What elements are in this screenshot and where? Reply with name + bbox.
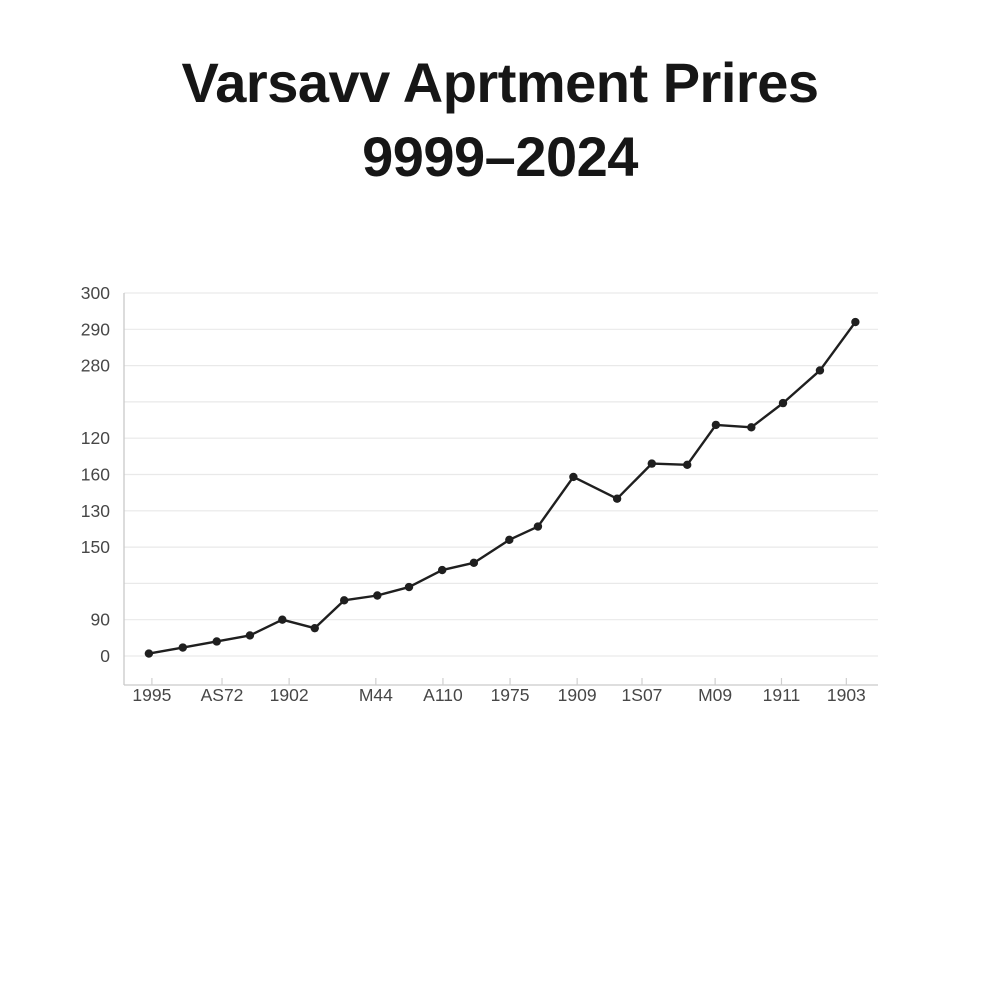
x-tick-label: 1975	[491, 685, 530, 705]
chart-title-line1: Varsavv Aprtment Prires	[181, 51, 819, 114]
y-tick-label: 90	[91, 610, 111, 630]
data-point	[747, 423, 756, 432]
y-tick-label: 280	[81, 356, 110, 376]
chart-title-line2: 9999–2024	[362, 125, 638, 188]
data-point	[533, 522, 543, 531]
x-tick-label: 1902	[270, 685, 309, 705]
data-point	[437, 565, 447, 575]
y-tick-label: 120	[81, 428, 110, 448]
x-tick-label: 1S07	[622, 685, 663, 705]
x-tick-label: 1995	[132, 685, 171, 705]
data-point	[373, 591, 382, 600]
y-tick-label: 150	[81, 537, 110, 557]
data-point	[178, 643, 188, 652]
data-point	[310, 623, 319, 633]
data-point	[404, 582, 414, 592]
data-point	[569, 472, 578, 482]
data-point	[245, 631, 255, 640]
apartment-price-line	[147, 320, 857, 655]
data-point	[144, 649, 154, 658]
data-point	[815, 366, 825, 375]
data-point	[212, 637, 221, 646]
x-tick-label: A110	[423, 685, 463, 705]
data-point	[683, 460, 692, 470]
data-point	[278, 615, 287, 624]
y-tick-label: 0	[100, 646, 110, 666]
chart-title: Varsavv Aprtment Prires 9999–2024	[0, 46, 1000, 194]
x-tick-label: M44	[359, 685, 393, 705]
x-tick-label: 1903	[827, 685, 866, 705]
data-point	[851, 317, 860, 327]
x-tick-label: 1911	[763, 685, 801, 705]
x-tick-label: 1909	[558, 685, 597, 705]
data-point	[711, 420, 721, 430]
y-tick-label: 300	[81, 283, 110, 303]
x-tick-label: AS72	[201, 685, 244, 705]
data-point	[469, 558, 479, 568]
data-point	[778, 398, 788, 408]
data-point	[647, 459, 656, 468]
y-tick-label: 130	[81, 501, 110, 521]
data-point	[339, 596, 349, 605]
y-tick-label: 290	[81, 319, 110, 339]
data-point	[612, 494, 622, 503]
y-tick-label: 160	[81, 465, 110, 485]
x-tick-label: M09	[698, 685, 732, 705]
data-point	[505, 535, 514, 545]
